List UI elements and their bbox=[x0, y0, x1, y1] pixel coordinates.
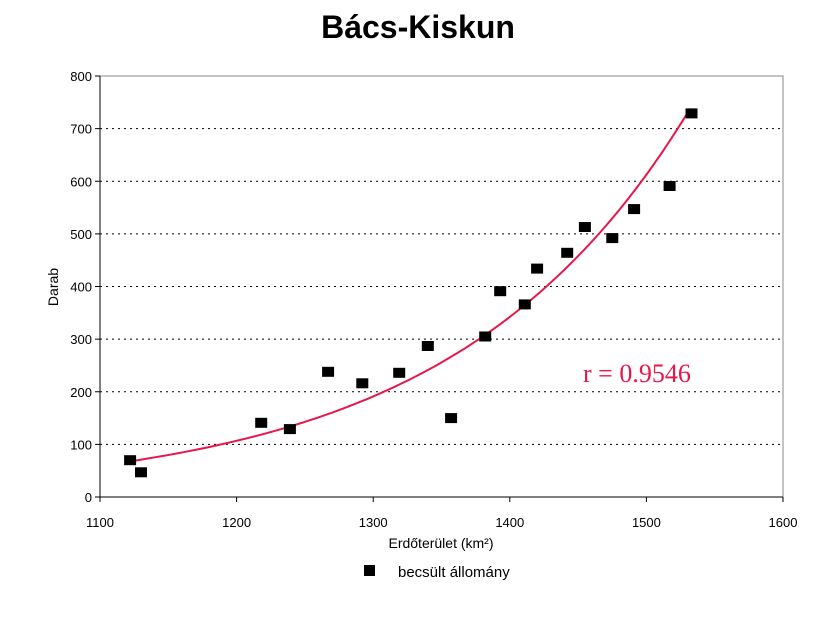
data-point bbox=[578, 222, 591, 232]
data-point bbox=[356, 378, 369, 389]
trendline bbox=[127, 108, 691, 463]
y-axis-ticks: 0 100 200 300 400 500 600 700 800 bbox=[70, 69, 100, 505]
correlation-annotation: r = 0.9546 bbox=[583, 359, 691, 388]
data-point bbox=[393, 367, 406, 378]
legend: becsült állomány bbox=[364, 564, 510, 581]
x-tick-label: 1300 bbox=[359, 515, 388, 530]
data-point bbox=[663, 181, 676, 191]
data-point bbox=[518, 299, 531, 310]
data-point bbox=[531, 263, 544, 274]
y-tick-label: 500 bbox=[70, 227, 92, 242]
y-tick-label: 0 bbox=[85, 490, 92, 505]
data-point bbox=[124, 455, 137, 466]
y-tick-label: 800 bbox=[70, 69, 92, 84]
chart-title: Bács-Kiskun bbox=[321, 9, 515, 45]
y-tick-label: 700 bbox=[70, 122, 92, 137]
legend-label: becsült állomány bbox=[398, 564, 510, 581]
data-point bbox=[561, 247, 574, 258]
x-tick-label: 1200 bbox=[222, 515, 251, 530]
data-point bbox=[685, 108, 698, 119]
y-tick-label: 600 bbox=[70, 174, 92, 189]
data-point bbox=[283, 424, 296, 435]
y-tick-label: 200 bbox=[70, 385, 92, 400]
x-axis-ticks: 1100 1200 1300 1400 1500 1600 bbox=[86, 497, 797, 530]
data-point bbox=[135, 467, 147, 478]
data-points bbox=[124, 108, 698, 478]
data-point bbox=[606, 233, 619, 244]
data-point bbox=[479, 331, 492, 342]
data-point bbox=[421, 341, 434, 351]
x-tick-label: 1400 bbox=[495, 515, 524, 530]
y-tick-label: 100 bbox=[70, 437, 92, 452]
x-tick-label: 1500 bbox=[632, 515, 661, 530]
y-tick-label: 400 bbox=[70, 280, 92, 295]
data-point bbox=[628, 204, 641, 215]
data-point bbox=[445, 413, 458, 424]
x-axis-label: Erdőterület (km²) bbox=[388, 535, 493, 551]
x-tick-label: 1100 bbox=[86, 515, 114, 530]
data-point bbox=[494, 286, 507, 297]
data-point bbox=[255, 417, 268, 428]
gridlines bbox=[100, 128, 783, 445]
y-axis-label: Darab bbox=[45, 268, 61, 306]
x-tick-label: 1600 bbox=[769, 515, 798, 530]
y-tick-label: 300 bbox=[70, 332, 92, 347]
legend-marker bbox=[364, 565, 375, 576]
data-point bbox=[322, 366, 335, 377]
